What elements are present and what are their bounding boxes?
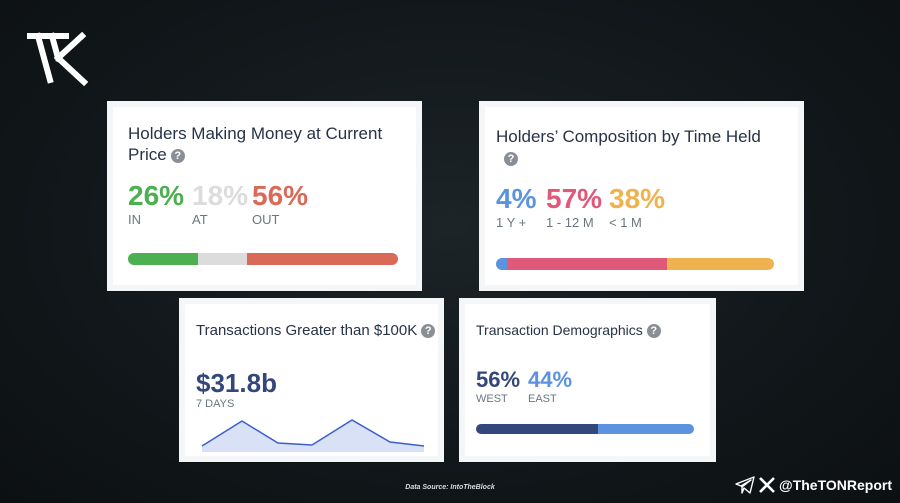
holders-money-bar — [128, 253, 398, 265]
demographics-bar — [476, 424, 694, 434]
help-icon[interactable]: ? — [421, 324, 436, 338]
sparkline-area — [202, 420, 424, 452]
bar-segment-1y — [496, 258, 508, 270]
telegram-icon — [735, 476, 755, 494]
large-tx-value: $31.8b 7 DAYS — [196, 368, 277, 410]
data-source-caption: Data Source: IntoTheBlock — [405, 484, 495, 491]
help-icon[interactable]: ? — [646, 324, 661, 338]
stat-1y: 4% 1 Y + — [496, 183, 537, 231]
composition-bar — [496, 258, 774, 270]
holders-money-card: Holders Making Money at Current Price? 2… — [107, 101, 422, 291]
bar-segment-lt-1m — [667, 258, 774, 270]
stat-west: 56% WEST — [476, 367, 521, 406]
tk-logo-icon — [27, 31, 88, 86]
sparkline-line — [201, 419, 425, 447]
composition-card: Holders’ Composition by Time Held? 4% 1 … — [479, 101, 804, 291]
large-transactions-card: Transactions Greater than $100K? $31.8b … — [179, 298, 444, 462]
card-title: Holders’ Composition by Time Held? — [496, 127, 761, 166]
stat-1-12m: 57% 1 - 12 M — [546, 183, 603, 231]
stat-at: 18% AT — [192, 180, 249, 228]
handle-text: @TheTONReport — [779, 477, 892, 493]
bar-segment-out — [246, 253, 398, 265]
bar-segment-1-12m — [507, 258, 668, 270]
card-title: Holders Making Money at Current Price? — [128, 124, 383, 164]
card-title: Transactions Greater than $100K? — [196, 320, 436, 341]
x-logo-icon — [759, 477, 775, 493]
stat-east: 44% EAST — [528, 367, 573, 406]
bar-segment-east — [598, 424, 694, 434]
social-handle[interactable]: @TheTONReport — [735, 476, 892, 494]
bar-segment-west — [476, 424, 599, 434]
demographics-card: Transaction Demographics? 56% WEST 44% E… — [459, 298, 716, 462]
sparkline-chart — [201, 419, 425, 452]
bar-segment-at — [198, 253, 247, 265]
help-icon[interactable]: ? — [504, 152, 518, 166]
bar-segment-in — [128, 253, 199, 265]
stat-out: 56% OUT — [252, 180, 309, 228]
card-title: Transaction Demographics? — [476, 320, 706, 341]
stat-lt-1m: 38% < 1 M — [609, 183, 666, 231]
stat-in: 26% IN — [128, 180, 185, 228]
help-icon[interactable]: ? — [170, 149, 185, 163]
